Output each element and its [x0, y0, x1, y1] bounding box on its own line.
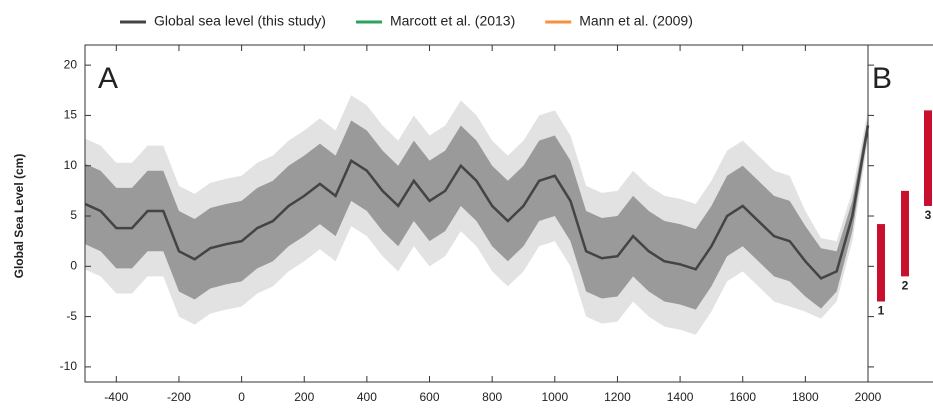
- range-bar: [924, 110, 932, 206]
- x-tick-label: 2000: [855, 390, 882, 404]
- plot-frame: [84, 44, 869, 383]
- x-tick-label: 1800: [792, 390, 819, 404]
- x-tick-label: 1600: [729, 390, 756, 404]
- x-tick-label: 600: [420, 390, 440, 404]
- range-label: 2: [902, 279, 909, 293]
- y-tick-label: 0: [70, 258, 77, 272]
- range-bar: [901, 190, 909, 277]
- x-tick-label: 800: [482, 390, 502, 404]
- x-tick-label: 200: [294, 390, 314, 404]
- x-tick-label: 400: [357, 390, 377, 404]
- y-tick-label: -5: [66, 309, 77, 323]
- y-tick-label: 20: [64, 57, 78, 71]
- x-tick-label: 1000: [541, 390, 568, 404]
- x-tick-label: 0: [238, 390, 245, 404]
- range-label: 3: [925, 208, 932, 222]
- range-label: 1: [878, 304, 885, 318]
- data-line: [84, 125, 870, 280]
- legend-label: Mann et al. (2009): [579, 13, 693, 29]
- legend-label: Marcott et al. (2013): [390, 13, 515, 29]
- x-tick-label: -200: [167, 390, 191, 404]
- y-tick-label: 10: [64, 158, 78, 172]
- x-tick-label: 1400: [667, 390, 694, 404]
- x-tick-label: 1200: [604, 390, 631, 404]
- panel-label: A: [98, 62, 118, 95]
- y-axis-label: Global Sea Level (cm): [12, 154, 26, 279]
- legend-label: Global sea level (this study): [154, 13, 326, 29]
- y-tick-label: 15: [64, 108, 78, 122]
- y-tick-label: -10: [60, 359, 78, 373]
- x-tick-label: -400: [104, 390, 128, 404]
- range-bar: [877, 224, 885, 302]
- panel-label: B: [872, 62, 892, 95]
- y-tick-label: 5: [70, 208, 77, 222]
